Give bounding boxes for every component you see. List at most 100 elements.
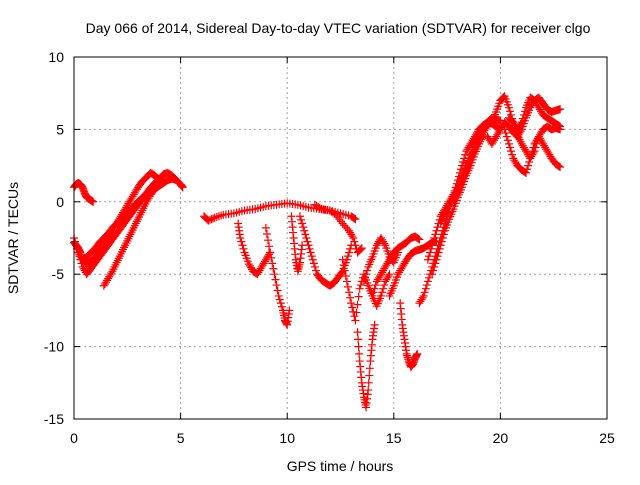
series-s4 [74,168,164,269]
data-point [384,272,393,281]
data-point [436,241,445,250]
data-point [212,213,221,222]
y-tick-label: -10 [44,339,64,355]
data-point [351,215,360,224]
data-point [532,139,541,148]
data-point [273,286,282,295]
data-point [356,245,365,254]
data-point [378,288,387,297]
series-s23 [483,93,565,148]
series-s20 [428,131,488,279]
data-point [423,277,432,286]
data-point [424,252,433,261]
chart-title: Day 066 of 2014, Sidereal Day-to-day VTE… [86,20,591,36]
data-point [556,163,565,172]
data-point [555,162,564,171]
data-point [71,237,80,246]
data-point [428,270,437,279]
data-point [377,291,386,300]
series-s18 [415,118,505,308]
data-point [432,255,441,264]
data-point [350,312,359,321]
data-point [306,248,315,257]
data-point [429,237,438,246]
data-point [271,275,280,284]
x-axis-label: GPS time / hours [287,458,394,474]
data-point [270,270,279,279]
series-s14 [359,234,403,286]
data-point [530,147,539,156]
data-point [302,234,311,242]
data-point [202,214,211,223]
y-tick-label: -5 [52,266,65,282]
data-point [418,293,427,302]
plot-frame [73,56,608,420]
data-point [265,242,274,251]
data-point [365,371,374,380]
data-point [431,259,440,268]
data-point [521,168,530,177]
series-s8 [261,223,294,329]
data-point [352,308,361,317]
data-point [262,230,271,239]
data-point [355,284,364,293]
data-point [217,211,226,220]
data-point [295,212,304,221]
data-point [285,306,294,315]
data-point [430,234,439,242]
data-point [315,203,324,212]
data-point [364,378,373,387]
data-point [504,139,513,148]
data-point [428,241,437,250]
data-point [354,342,363,351]
data-point [307,252,316,261]
data-point [261,223,270,232]
data-point [274,291,283,300]
data-point [523,165,532,174]
y-tick-label: 10 [48,49,64,65]
x-tick-label: 0 [70,430,78,446]
series-s5 [70,178,98,206]
data-point [508,150,517,159]
data-point [345,288,354,297]
data-point [268,259,277,268]
data-point [350,237,359,246]
data-point [502,132,511,141]
data-point [383,273,392,282]
data-point [305,244,314,253]
x-tick-label: 5 [177,430,185,446]
data-point [361,273,370,282]
data-point [354,335,363,344]
data-point [380,239,389,248]
data-point [533,136,542,145]
data-point [415,235,424,244]
data-point [348,232,357,241]
series-s25 [504,113,565,163]
data-point [155,176,164,185]
data-point [214,212,223,221]
data-point [431,230,440,239]
data-point [508,117,517,126]
data-point [355,349,364,358]
data-point [423,255,432,264]
data-point [89,197,98,206]
data-point [343,282,352,291]
data-point [370,320,379,329]
data-point [311,266,320,275]
data-point [172,176,181,185]
data-point [269,264,278,273]
data-point [343,252,352,261]
y-axis-label: SDTVAR / TECUs [5,182,21,294]
data-point [298,219,307,228]
data-point [73,244,82,253]
data-point [277,302,286,311]
data-point [420,288,429,297]
data-point [339,261,348,270]
data-point [359,277,368,286]
series-s11 [310,200,366,257]
series-s3 [99,176,168,290]
data-point [347,230,356,239]
data-point [300,226,309,235]
data-point [414,234,423,243]
y-tick-label: -15 [44,411,64,427]
